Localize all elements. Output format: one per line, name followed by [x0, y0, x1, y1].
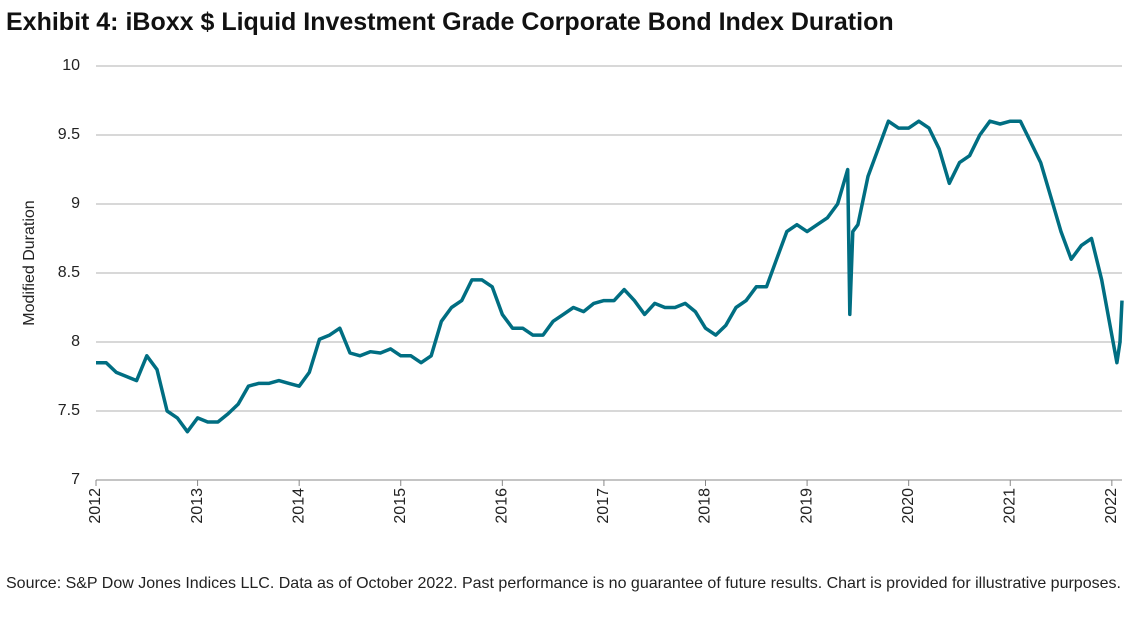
x-tick-label: 2021: [1001, 488, 1018, 524]
y-tick-label: 8: [71, 333, 80, 350]
x-tick-label: 2012: [87, 488, 104, 524]
y-tick-label: 10: [62, 57, 80, 74]
x-tick-label: 2016: [494, 488, 511, 524]
x-tick-label: 2015: [392, 488, 409, 524]
x-tick-label: 2020: [900, 488, 917, 524]
y-tick-label: 8.5: [58, 264, 80, 281]
y-tick-label: 9.5: [58, 126, 80, 143]
x-tick-label: 2018: [697, 488, 714, 524]
y-tick-label: 7.5: [58, 402, 80, 419]
x-tick-label: 2017: [595, 488, 612, 524]
data-line: [96, 119, 1124, 434]
x-tick-label: 2019: [798, 488, 815, 524]
chart-title: Exhibit 4: iBoxx $ Liquid Investment Gra…: [6, 8, 894, 36]
y-tick-label: 7: [71, 471, 80, 488]
y-axis-label: Modified Duration: [21, 200, 38, 325]
chart: Exhibit 4: iBoxx $ Liquid Investment Gra…: [6, 8, 1124, 524]
x-tick-label: 2013: [189, 488, 206, 524]
y-tick-label: 9: [71, 195, 80, 212]
x-tick-label: 2014: [290, 488, 307, 524]
source-note: Source: S&P Dow Jones Indices LLC. Data …: [6, 575, 1121, 592]
x-tick-label: 2022: [1103, 488, 1120, 524]
